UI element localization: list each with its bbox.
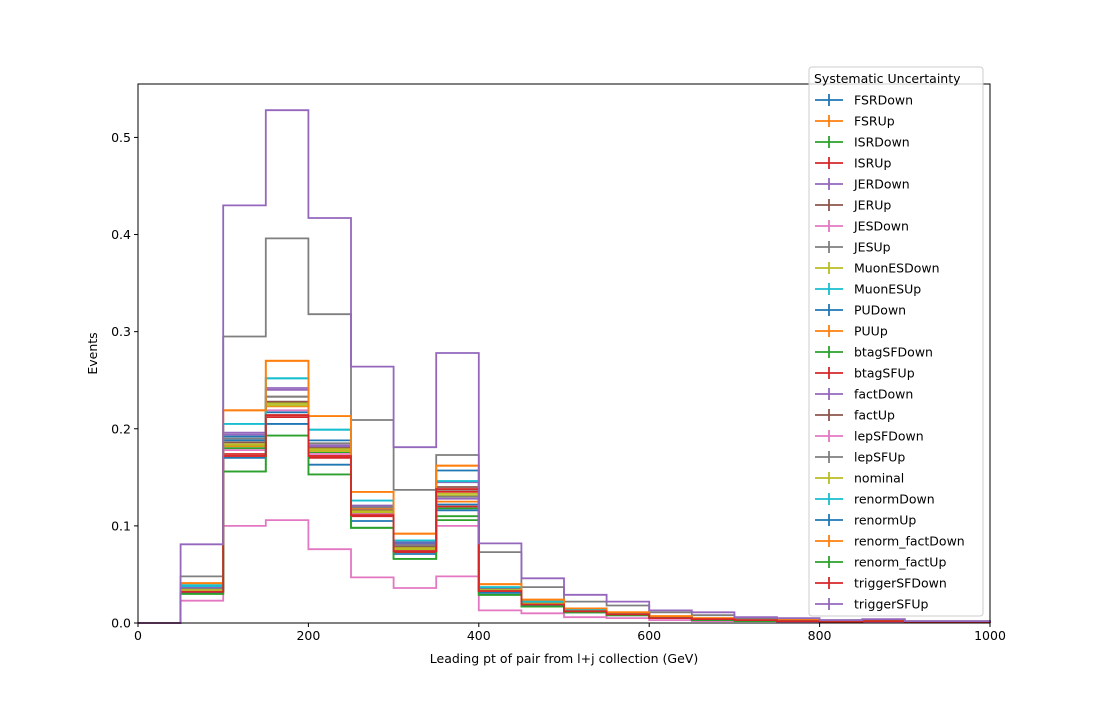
legend-label: factUp bbox=[854, 408, 895, 423]
legend-item: JERUp bbox=[815, 198, 891, 213]
legend-label: MuonESDown bbox=[854, 261, 940, 276]
y-axis-label: Events bbox=[85, 332, 100, 374]
legend-item: renorm_factDown bbox=[815, 534, 965, 549]
legend-item: renorm_factUp bbox=[815, 555, 946, 570]
x-tick-label: 800 bbox=[808, 628, 832, 643]
y-tick-label: 0.3 bbox=[111, 324, 131, 339]
series-line-triggerSFUp bbox=[138, 109, 991, 624]
legend-label: JERUp bbox=[853, 198, 891, 213]
y-axis: 0.0 0.1 0.2 0.3 0.4 0.5 bbox=[111, 130, 138, 631]
y-tick-label: 0.2 bbox=[111, 421, 131, 436]
legend-label: lepSFDown bbox=[854, 429, 924, 444]
legend-label: FSRDown bbox=[854, 93, 913, 108]
x-tick-label: 0 bbox=[134, 628, 142, 643]
x-tick-label: 200 bbox=[296, 628, 320, 643]
legend-label: FSRUp bbox=[854, 114, 895, 129]
legend-label: renormUp bbox=[854, 513, 916, 528]
legend-item: lepSFDown bbox=[815, 429, 924, 444]
legend-item: MuonESUp bbox=[815, 282, 921, 297]
legend-item: factUp bbox=[815, 408, 895, 423]
legend-item: triggerSFDown bbox=[815, 576, 947, 591]
legend-item: lepSFUp bbox=[815, 450, 905, 465]
legend-label: factDown bbox=[854, 387, 913, 402]
legend-item: FSRUp bbox=[815, 114, 895, 129]
legend-item: renormUp bbox=[815, 513, 916, 528]
legend-label: triggerSFDown bbox=[854, 576, 947, 591]
legend-item: nominal bbox=[815, 471, 904, 486]
y-tick-label: 0.1 bbox=[111, 518, 131, 533]
legend-item: PUUp bbox=[815, 324, 888, 339]
x-axis: 0 200 400 600 800 1000 bbox=[134, 623, 1006, 643]
y-tick-label: 0.4 bbox=[111, 227, 131, 242]
legend-item: JERDown bbox=[815, 177, 910, 192]
legend-item: factDown bbox=[815, 387, 913, 402]
legend-label: PUUp bbox=[854, 324, 888, 339]
legend-label: ISRUp bbox=[854, 156, 891, 171]
legend-label: renorm_factDown bbox=[854, 534, 965, 549]
legend-label: renormDown bbox=[854, 492, 935, 507]
legend-item: renormDown bbox=[815, 492, 935, 507]
legend-label: lepSFUp bbox=[854, 450, 905, 465]
legend: Systematic Uncertainty FSRDown FSRUp ISRDo… bbox=[808, 66, 984, 617]
legend-label: PUDown bbox=[854, 303, 906, 318]
x-tick-label: 600 bbox=[637, 628, 661, 643]
legend-item: PUDown bbox=[815, 303, 906, 318]
legend-items: FSRDown FSRUp ISRDown ISRUp JERDown JERUp JESD… bbox=[815, 93, 965, 612]
legend-label: nominal bbox=[854, 471, 904, 486]
y-tick-label: 0.0 bbox=[111, 616, 131, 631]
legend-item: ISRUp bbox=[815, 156, 891, 171]
series-line-triggerSFDown bbox=[138, 414, 991, 624]
legend-box bbox=[808, 66, 984, 617]
legend-item: btagSFDown bbox=[815, 345, 933, 360]
legend-item: MuonESDown bbox=[815, 261, 940, 276]
legend-label: btagSFUp bbox=[854, 366, 915, 381]
legend-label: MuonESUp bbox=[854, 282, 921, 297]
legend-label: btagSFDown bbox=[854, 345, 933, 360]
legend-item: FSRDown bbox=[815, 93, 913, 108]
x-axis-label: Leading pt of pair from l+j collection (… bbox=[430, 651, 698, 666]
plot-area bbox=[138, 109, 991, 624]
y-tick-label: 0.5 bbox=[111, 130, 131, 145]
legend-item: JESUp bbox=[815, 240, 891, 255]
legend-item: btagSFUp bbox=[815, 366, 915, 381]
legend-label: ISRDown bbox=[854, 135, 910, 150]
legend-label: triggerSFUp bbox=[854, 597, 928, 612]
legend-label: JESUp bbox=[853, 240, 891, 255]
legend-item: JESDown bbox=[815, 219, 909, 234]
x-tick-label: 400 bbox=[467, 628, 491, 643]
legend-item: triggerSFUp bbox=[815, 597, 928, 612]
axes-frame bbox=[137, 83, 991, 624]
legend-title: Systematic Uncertainty bbox=[814, 71, 961, 86]
legend-label: JERDown bbox=[853, 177, 910, 192]
x-tick-label: 1000 bbox=[974, 628, 1006, 643]
legend-label: renorm_factUp bbox=[854, 555, 946, 570]
legend-label: JESDown bbox=[853, 219, 909, 234]
legend-item: ISRDown bbox=[815, 135, 910, 150]
